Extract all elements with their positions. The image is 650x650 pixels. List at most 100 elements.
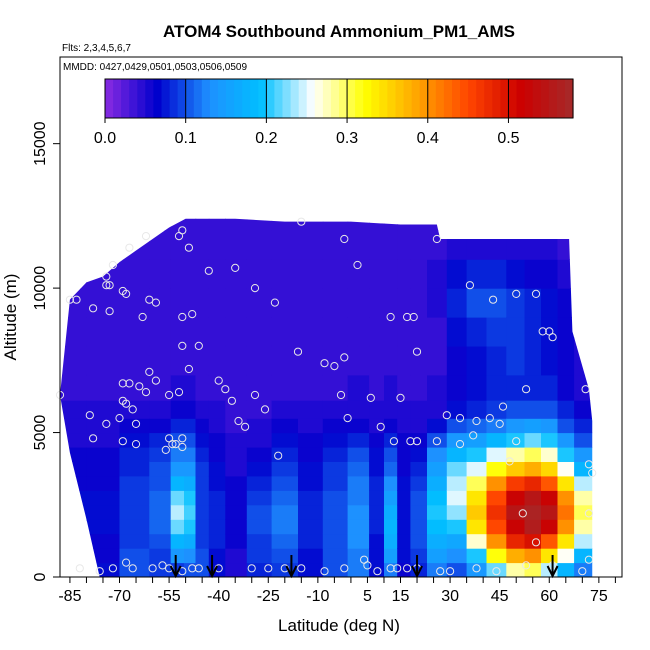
colorbar-segment (452, 79, 461, 118)
heatmap-cell (184, 447, 197, 462)
heatmap-cell (86, 490, 121, 506)
flight-arrow (169, 555, 182, 579)
heatmap-cell (506, 259, 526, 289)
x-tick-label: 5 (363, 588, 372, 605)
observation-point (386, 312, 395, 322)
heatmap-cell (427, 519, 448, 535)
heatmap-cell (347, 461, 370, 477)
colorbar-segment (476, 79, 485, 118)
heatmap-cell (397, 418, 411, 434)
heatmap-cell (225, 447, 248, 462)
heatmap-cell (446, 447, 468, 462)
heatmap-cell (427, 288, 448, 318)
heatmap-cell (119, 345, 150, 376)
heatmap-cell (195, 259, 210, 289)
colorbar-segment (314, 79, 324, 118)
heatmap-cell (524, 519, 542, 535)
colorbar-segment (185, 79, 195, 118)
heatmap-cell (446, 490, 468, 506)
heatmap-cell (195, 447, 210, 462)
observation-point (108, 260, 118, 270)
heatmap-cell (486, 519, 507, 535)
heatmap-cell (486, 400, 507, 419)
heatmap-cell (170, 259, 185, 289)
observation-point (161, 445, 170, 454)
heatmap-cell (298, 490, 324, 506)
heatmap-cell (225, 432, 248, 448)
colorbar-segment (427, 79, 437, 118)
heatmap-cell (486, 533, 507, 549)
heatmap-cell (208, 418, 226, 434)
observation-point (465, 281, 474, 290)
observation-point (489, 295, 498, 304)
heatmap-cell (184, 461, 197, 477)
plot-frame (59, 56, 623, 578)
observation-point (336, 390, 346, 400)
heatmap-cell (271, 317, 299, 347)
heatmap-cell (208, 533, 226, 549)
heatmap-cell (170, 374, 185, 401)
observation-point (446, 567, 455, 576)
heatmap-cell (369, 345, 385, 376)
observation-point (250, 284, 260, 293)
heatmap-cell (506, 374, 526, 401)
observation-point (264, 564, 273, 573)
heatmap-cell (195, 475, 210, 491)
heatmap-cell (466, 475, 487, 491)
heatmap-cell (410, 317, 428, 347)
heatmap-cell (225, 490, 248, 506)
heatmap-cell (298, 447, 324, 462)
observation-point (293, 347, 303, 356)
heatmap-cell (184, 504, 197, 520)
heatmap-cell (574, 490, 593, 506)
heatmap-cell (225, 317, 248, 347)
heatmap-cell (322, 400, 349, 419)
dates-note: MMDD: 0427,0429,0501,0503,0506,0509 (63, 62, 247, 73)
observation-point (165, 390, 174, 400)
heatmap-cell (170, 548, 185, 564)
heatmap-cell (466, 504, 487, 520)
heatmap-cell (170, 533, 185, 549)
colorbar-segment (371, 79, 380, 118)
heatmap-cell (427, 317, 448, 347)
heatmap-cell (246, 432, 273, 448)
heatmap-cell (149, 504, 172, 520)
heatmap-cell (397, 400, 411, 419)
heatmap-cell (298, 432, 324, 448)
heatmap-cell (298, 259, 324, 289)
observation-point (412, 347, 422, 356)
heatmap-cell (369, 475, 385, 491)
heatmap-cell (427, 475, 448, 491)
colorbar-segment (169, 79, 179, 118)
heatmap-cell (184, 533, 197, 549)
colorbar-segment (298, 79, 308, 118)
heatmap-cell (384, 317, 398, 347)
observation-point (178, 312, 187, 322)
heatmap-cell (446, 461, 468, 477)
observation-point (131, 440, 141, 449)
colorbar-segment (322, 79, 332, 118)
colorbar-segment (250, 79, 259, 118)
heatmap-cell (347, 562, 370, 577)
heatmap-cell (427, 374, 448, 401)
heatmap-cell (446, 432, 468, 448)
observation-point (389, 437, 398, 446)
heatmap-cell (225, 259, 248, 289)
heatmap-cell (524, 447, 542, 462)
heatmap-cell (397, 490, 411, 506)
heatmap-cell (208, 490, 226, 506)
observation-point (105, 281, 114, 290)
observation-point (65, 295, 75, 304)
heatmap-cell (574, 400, 593, 419)
heatmap-cell (246, 345, 273, 376)
heatmap-cell (298, 475, 324, 491)
heatmap-cell (557, 490, 575, 506)
heatmap-cell (410, 345, 428, 376)
heatmap-cell (170, 490, 185, 506)
heatmap-cell (384, 374, 398, 401)
observation-point (393, 564, 402, 573)
heatmap-cell (506, 432, 526, 448)
heatmap-cell (225, 400, 248, 419)
observation-point (151, 376, 160, 385)
observation-point (178, 226, 187, 235)
